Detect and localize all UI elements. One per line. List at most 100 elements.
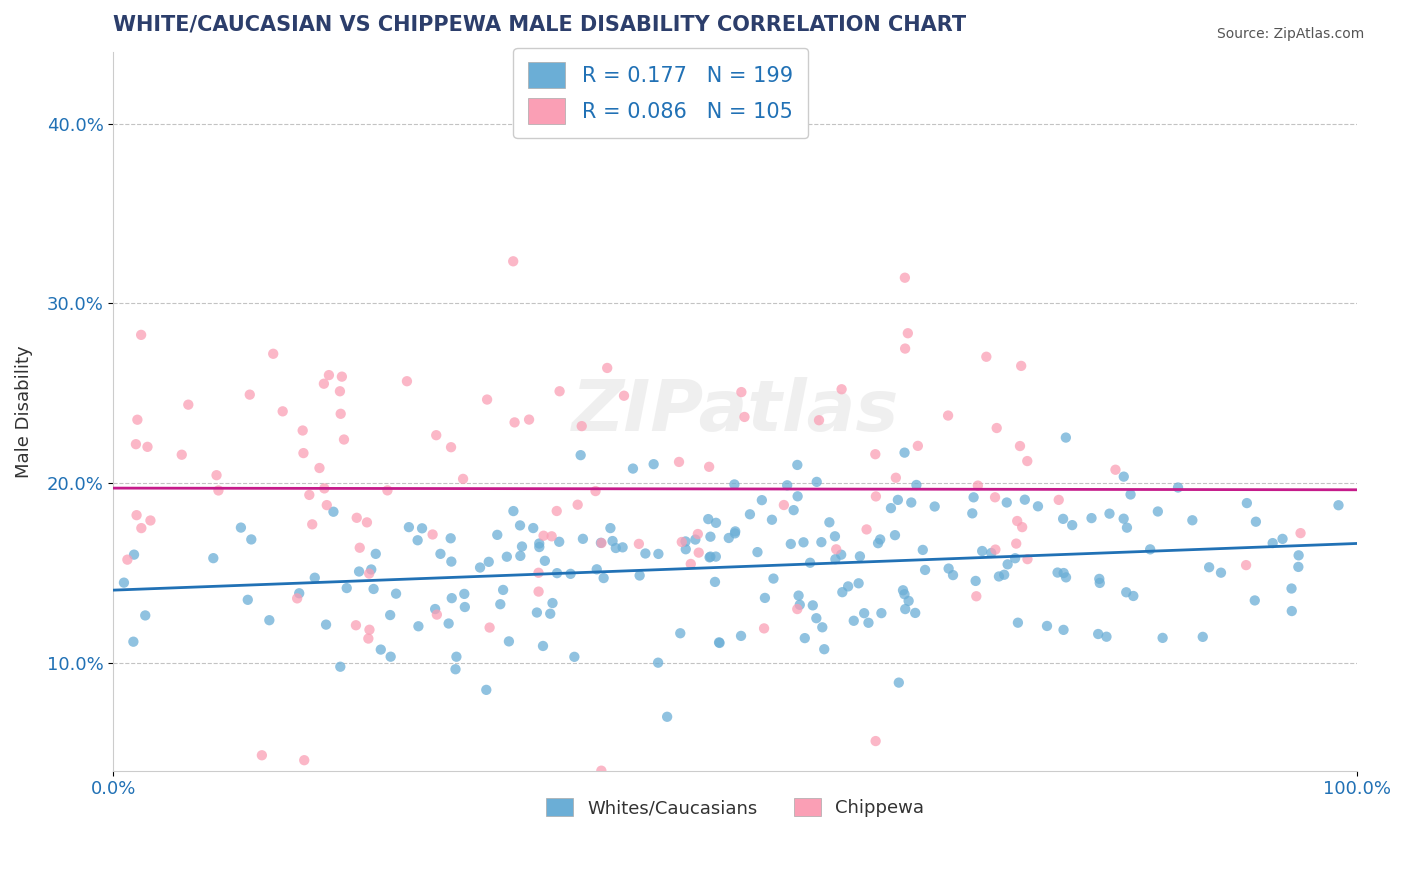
Point xyxy=(1112,469,1135,483)
Point xyxy=(751,493,773,508)
Point xyxy=(495,549,517,564)
Point xyxy=(1005,514,1028,528)
Point xyxy=(699,530,721,544)
Point xyxy=(546,566,568,581)
Point xyxy=(349,541,371,555)
Point xyxy=(972,544,994,558)
Point xyxy=(688,546,710,560)
Point xyxy=(1088,572,1111,586)
Point xyxy=(202,551,225,566)
Point xyxy=(312,376,335,391)
Point xyxy=(1098,507,1121,521)
Point xyxy=(322,505,344,519)
Point xyxy=(976,350,998,364)
Point xyxy=(1062,518,1084,533)
Point xyxy=(987,569,1010,583)
Point xyxy=(426,607,449,622)
Point xyxy=(643,457,665,471)
Point xyxy=(855,523,877,537)
Text: WHITE/CAUCASIAN VS CHIPPEWA MALE DISABILITY CORRELATION CHART: WHITE/CAUCASIAN VS CHIPPEWA MALE DISABIL… xyxy=(114,15,966,35)
Point xyxy=(308,461,330,475)
Point xyxy=(891,583,914,598)
Point xyxy=(942,568,965,582)
Point xyxy=(707,635,730,649)
Point xyxy=(962,491,984,505)
Point xyxy=(894,602,917,616)
Point xyxy=(131,521,153,535)
Point xyxy=(806,611,828,625)
Point xyxy=(533,529,555,543)
Point xyxy=(679,557,702,571)
Point xyxy=(125,437,148,451)
Point xyxy=(454,600,477,615)
Point xyxy=(1036,619,1059,633)
Point xyxy=(1087,627,1109,641)
Point xyxy=(830,548,852,562)
Point xyxy=(510,540,533,554)
Point xyxy=(1052,623,1074,637)
Point xyxy=(522,521,544,535)
Point xyxy=(724,526,747,541)
Point xyxy=(596,361,619,376)
Point xyxy=(1054,431,1077,445)
Point xyxy=(1112,512,1135,526)
Point xyxy=(752,621,775,635)
Point xyxy=(1046,566,1069,580)
Point xyxy=(776,478,799,492)
Point xyxy=(599,521,621,535)
Point xyxy=(936,409,959,423)
Point xyxy=(1327,498,1350,512)
Point xyxy=(1053,566,1076,580)
Point xyxy=(288,586,311,600)
Point xyxy=(509,518,531,533)
Point xyxy=(911,542,934,557)
Point xyxy=(627,537,650,551)
Point xyxy=(730,629,752,643)
Point xyxy=(801,599,824,613)
Point xyxy=(786,458,808,472)
Point xyxy=(1026,500,1049,514)
Point xyxy=(591,764,613,778)
Point xyxy=(285,591,308,606)
Point xyxy=(569,448,592,462)
Point xyxy=(905,478,928,492)
Point xyxy=(897,326,920,341)
Point xyxy=(1005,536,1028,550)
Point xyxy=(655,710,678,724)
Point xyxy=(411,521,433,535)
Point xyxy=(1008,439,1031,453)
Point xyxy=(1119,487,1142,501)
Point xyxy=(907,439,929,453)
Point xyxy=(122,634,145,648)
Point xyxy=(134,608,156,623)
Point xyxy=(385,587,408,601)
Point xyxy=(1088,575,1111,590)
Point xyxy=(825,542,848,557)
Point xyxy=(621,461,644,475)
Point xyxy=(357,632,380,646)
Point xyxy=(1054,570,1077,584)
Point xyxy=(754,591,776,605)
Point xyxy=(346,510,368,524)
Point xyxy=(887,675,910,690)
Point xyxy=(634,547,657,561)
Point xyxy=(612,541,634,555)
Point xyxy=(475,392,498,407)
Point xyxy=(1244,515,1267,529)
Point xyxy=(380,649,402,664)
Point xyxy=(848,576,870,591)
Point xyxy=(315,617,337,632)
Point xyxy=(868,536,890,550)
Point xyxy=(810,535,832,549)
Point xyxy=(1167,481,1189,495)
Point xyxy=(831,382,853,396)
Point xyxy=(894,342,917,356)
Point xyxy=(904,606,927,620)
Point xyxy=(893,445,915,459)
Point xyxy=(446,649,468,664)
Point xyxy=(344,618,367,632)
Point xyxy=(240,533,263,547)
Point xyxy=(962,507,984,521)
Point xyxy=(359,566,381,581)
Point xyxy=(527,584,550,599)
